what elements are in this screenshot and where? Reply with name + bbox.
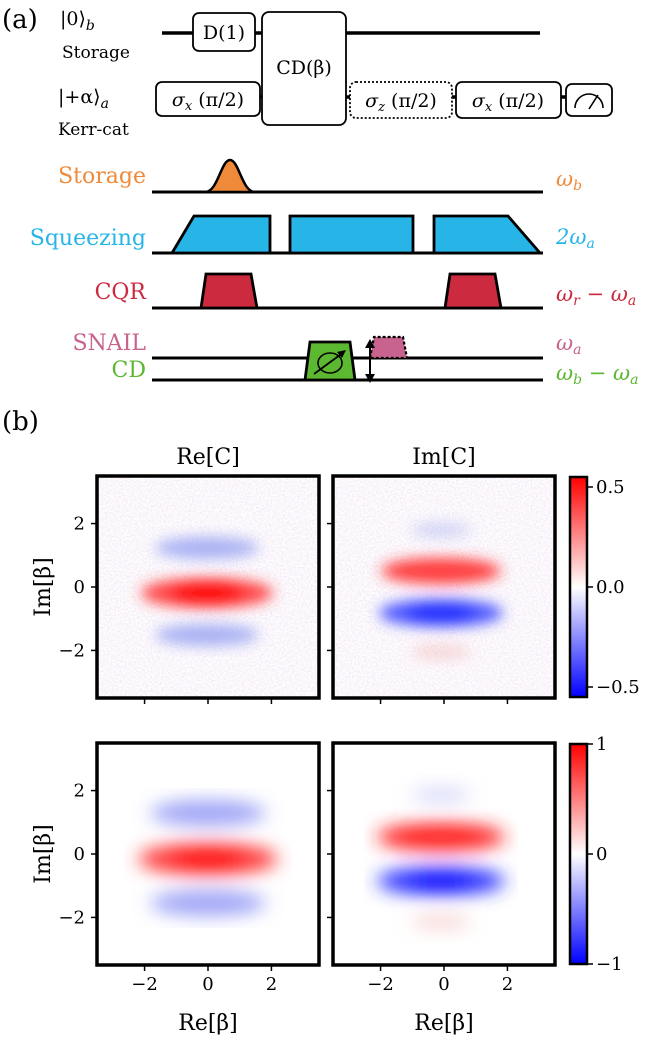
conditional-displacement-gate <box>261 11 347 126</box>
pulse-label-squeezing: Squeezing <box>30 226 146 251</box>
y-tick-label: 2 <box>74 514 85 535</box>
y-tick-label: 0 <box>74 577 85 598</box>
freq-label-cd: ωb − ωa <box>556 361 639 388</box>
freq-label-storage: ωb <box>556 167 582 194</box>
kerrcat-wire-label: Kerr-cat <box>58 120 129 140</box>
xlabel-left: Re[β] <box>178 1011 237 1036</box>
y-tick-label: −2 <box>58 640 85 661</box>
colorbar-tick-label: 0.5 <box>596 477 625 498</box>
colorbar-theory <box>570 744 587 964</box>
snail-pulse <box>368 335 409 360</box>
heatmap-theory-im <box>333 743 555 965</box>
cqr-pulse-2 <box>443 272 503 310</box>
kerrcat-state: |+α⟩a <box>58 86 109 112</box>
panel-b-label: (b) <box>2 407 39 437</box>
colorbar-exp <box>570 477 587 697</box>
xlabel-right: Re[β] <box>414 1011 473 1036</box>
heatmap-exp-im <box>333 476 555 698</box>
ylabel-top: Im[β] <box>31 557 56 616</box>
meter-icon <box>574 93 604 110</box>
x-tick-label: 2 <box>502 974 513 995</box>
ylabel-bottom: Im[β] <box>31 824 56 883</box>
measurement-gate <box>565 83 613 117</box>
x-tick-label: 0 <box>202 974 213 995</box>
d1-label: D(1) <box>203 22 245 44</box>
sigma-x-gate-1 <box>155 81 261 117</box>
x-tick-label: −2 <box>367 974 394 995</box>
heatmap-theory-re <box>97 743 319 965</box>
phase-knob-icon <box>313 350 346 375</box>
storage-state: |0⟩b <box>60 8 95 34</box>
colorbar-tick-label: 1 <box>596 734 607 755</box>
squeezing-pulse-3 <box>432 214 544 255</box>
squeezing-pulse-2 <box>288 214 415 255</box>
displacement-gate <box>192 12 256 52</box>
y-tick-label: 0 <box>74 844 85 865</box>
pulse-label-cd: CD <box>112 358 146 383</box>
sx1-label: σx (π/2) <box>172 89 244 114</box>
amplitude-arrow-icon <box>365 339 375 383</box>
colorbar-tick-label: −0.5 <box>596 677 640 698</box>
x-tick-label: 2 <box>266 974 277 995</box>
freq-label-squeezing: 2ωa <box>555 225 595 252</box>
colorbar-tick-label: −1 <box>596 954 623 975</box>
pulse-label-snail: SNAIL <box>72 331 146 356</box>
col-title-im: Im[C] <box>412 445 476 470</box>
pulse-label-storage: Storage <box>58 164 146 189</box>
sigma-x-gate-2 <box>455 81 562 119</box>
cd-pulse <box>303 340 357 382</box>
storage-wire-label: Storage <box>62 43 130 63</box>
heatmap-exp-re <box>97 476 319 698</box>
sigma-z-gate <box>349 81 453 119</box>
storage-pulse <box>204 158 256 194</box>
pulse-label-cqr: CQR <box>95 280 148 305</box>
panel-a-label: (a) <box>2 5 38 35</box>
colorbar-tick-label: 0.0 <box>596 577 625 598</box>
x-tick-label: −2 <box>131 974 158 995</box>
colorbar-tick-label: 0 <box>596 844 607 865</box>
squeezing-pulse-1 <box>169 214 272 255</box>
cd-label: CD(β) <box>276 57 332 79</box>
cqr-pulse-1 <box>199 272 259 310</box>
sx2-label: σx (π/2) <box>472 90 544 115</box>
y-tick-label: 2 <box>74 781 85 802</box>
sz-label: σz (π/2) <box>365 90 437 115</box>
freq-label-snail: ωa <box>556 331 581 358</box>
x-tick-label: 0 <box>438 974 449 995</box>
y-tick-label: −2 <box>58 907 85 928</box>
freq-label-cqr: ωr − ωa <box>556 282 636 309</box>
col-title-re: Re[C] <box>176 445 240 470</box>
